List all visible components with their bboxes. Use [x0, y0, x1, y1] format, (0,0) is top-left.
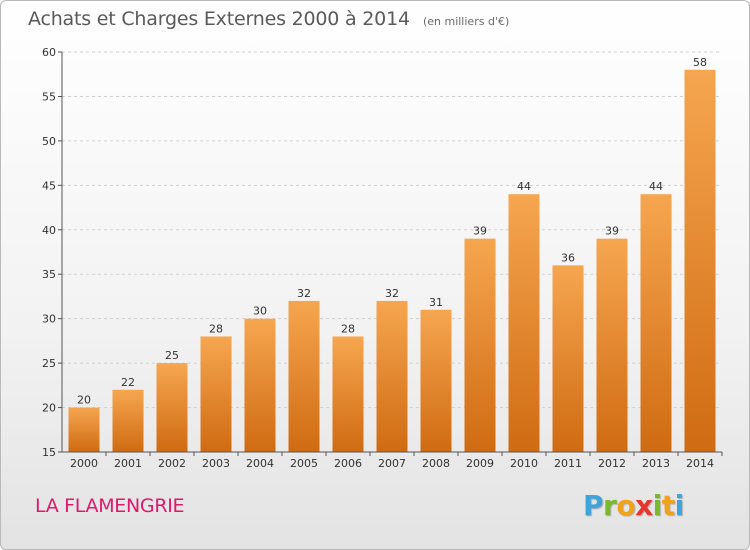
bars	[68, 69, 716, 453]
x-tick-label: 2003	[202, 457, 230, 470]
bar-value-label: 44	[649, 180, 663, 193]
labels: 15 20 25 30 35 40 45 50 55 60 20 2000 22 2001 25 2002 28…	[42, 46, 714, 470]
x-tick-label: 2012	[598, 457, 626, 470]
axes	[58, 51, 723, 456]
x-tick-label: 2010	[510, 457, 538, 470]
bar	[68, 407, 100, 452]
chart-unit: (en milliers d'€)	[422, 15, 510, 28]
bar-value-label: 28	[341, 322, 355, 335]
bar-value-label: 20	[77, 394, 91, 407]
bar-value-label: 36	[561, 251, 575, 264]
y-tick-label: 40	[42, 224, 56, 237]
bar-value-label: 39	[473, 225, 487, 238]
y-tick-label: 15	[42, 446, 56, 459]
bar	[508, 194, 540, 452]
x-tick-label: 2000	[70, 457, 98, 470]
x-tick-label: 2002	[158, 457, 186, 470]
bar-value-label: 31	[429, 296, 443, 309]
bar	[244, 318, 276, 452]
logo-letter: o	[616, 489, 636, 522]
proxiti-logo: Proxiti	[583, 489, 684, 522]
y-tick-label: 45	[42, 179, 56, 192]
bar	[288, 300, 320, 452]
bar	[640, 194, 672, 452]
y-tick-label: 35	[42, 268, 56, 281]
logo-letter: r	[603, 489, 617, 522]
bar-value-label: 32	[385, 287, 399, 300]
bar	[420, 309, 452, 452]
bar	[376, 300, 408, 452]
x-tick-label: 2009	[466, 457, 494, 470]
x-tick-label: 2013	[642, 457, 670, 470]
commune-name: LA FLAMENGRIE	[35, 495, 185, 517]
logo-letter: i	[674, 489, 685, 522]
x-tick-label: 2014	[686, 457, 714, 470]
y-tick-label: 60	[42, 46, 56, 59]
bar	[156, 363, 188, 452]
y-tick-label: 30	[42, 313, 56, 326]
bar	[552, 265, 584, 452]
x-tick-label: 2004	[246, 457, 274, 470]
bar-value-label: 30	[253, 305, 267, 318]
logo-letter: P	[583, 489, 604, 522]
x-tick-label: 2011	[554, 457, 582, 470]
bar	[332, 336, 364, 452]
y-tick-label: 50	[42, 135, 56, 148]
bar-value-label: 44	[517, 180, 531, 193]
chart-title-row: Achats et Charges Externes 2000 à 2014 (…	[28, 8, 509, 30]
bar-value-label: 28	[209, 322, 223, 335]
bar	[596, 238, 628, 452]
x-tick-label: 2001	[114, 457, 142, 470]
x-tick-label: 2008	[422, 457, 450, 470]
bar-value-label: 25	[165, 349, 179, 362]
y-tick-label: 20	[42, 402, 56, 415]
x-tick-label: 2005	[290, 457, 318, 470]
logo-letter: x	[635, 489, 653, 522]
bar	[112, 389, 144, 452]
bar-value-label: 22	[121, 376, 135, 389]
bar-value-label: 39	[605, 225, 619, 238]
logo-letter: t	[661, 489, 675, 522]
bar-value-label: 32	[297, 287, 311, 300]
y-tick-label: 55	[42, 90, 56, 103]
bar	[684, 69, 716, 453]
logo-letter: i	[652, 489, 663, 522]
bar	[464, 238, 496, 452]
y-tick-label: 25	[42, 357, 56, 370]
x-tick-label: 2006	[334, 457, 362, 470]
bar	[200, 336, 232, 452]
bar-value-label: 58	[693, 56, 707, 69]
chart-title: Achats et Charges Externes 2000 à 2014	[28, 8, 410, 30]
x-tick-label: 2007	[378, 457, 406, 470]
